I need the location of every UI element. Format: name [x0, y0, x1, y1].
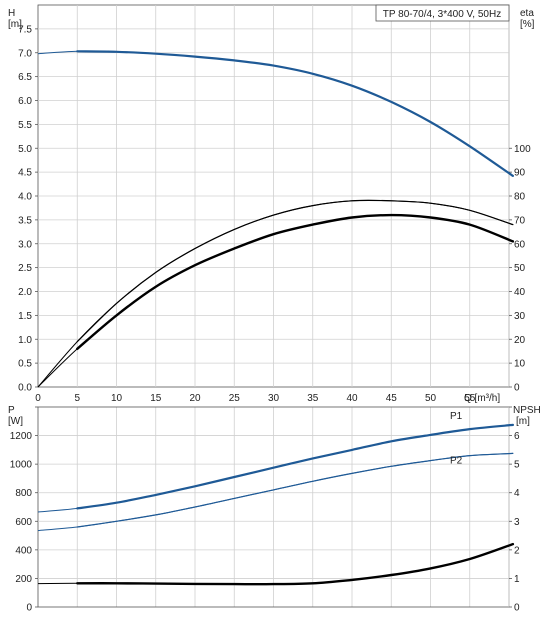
x-tick-label: 30: [268, 393, 280, 404]
top-y-tick-label: 4.5: [18, 168, 32, 179]
power-p2-curve-extended: [37, 452, 513, 532]
top-y2-tick-label: 100: [514, 144, 531, 155]
top-y-tick-label: 3.0: [18, 239, 32, 250]
bottom-y-axis-label-bracket: [W]: [8, 416, 23, 427]
x-tick-label: 0: [35, 393, 41, 404]
bottom-y-tick-label: 600: [15, 517, 32, 528]
x-tick-label: 5: [74, 393, 80, 404]
top-y-axis-label-bracket: [m]: [8, 19, 22, 30]
top-y2-tick-label: 20: [514, 335, 526, 346]
bottom-y2-axis-label-unit: NPSH: [513, 405, 541, 416]
top-y-tick-label: 6.5: [18, 72, 32, 83]
head-curve: [76, 50, 514, 177]
top-y2-tick-label: 40: [514, 287, 526, 298]
top-y-tick-label: 7.5: [18, 24, 32, 35]
bottom-y2-tick-label: 0: [514, 603, 520, 614]
top-y-tick-label: 6.0: [18, 96, 32, 107]
bottom-y2-tick-label: 6: [514, 431, 520, 442]
eta-pump-curve: [76, 213, 515, 350]
top-y2-axis-label-bracket: [%]: [520, 19, 535, 30]
top-y-tick-label: 2.0: [18, 287, 32, 298]
top-y-tick-label: 0.5: [18, 359, 32, 370]
bottom-y-tick-label: 200: [15, 574, 32, 585]
x-tick-label: 20: [189, 393, 201, 404]
top-y-tick-label: 5.5: [18, 120, 32, 131]
x-tick-label: 40: [346, 393, 358, 404]
power-p2-curve: [76, 452, 514, 528]
x-tick-label: 50: [425, 393, 437, 404]
bottom-y-tick-label: 1000: [10, 460, 33, 471]
x-axis-label: Q [m³/h]: [464, 393, 500, 404]
top-y2-tick-label: 70: [514, 215, 526, 226]
text-layer: H [m] eta [%] TP 80-70/4, 3*400 V, 50Hz …: [8, 4, 541, 614]
series-label-p2: P2: [450, 455, 463, 466]
top-y2-tick-label: 10: [514, 359, 526, 370]
x-tick-label: 25: [229, 393, 241, 404]
x-tick-label: 10: [111, 393, 123, 404]
top-y2-tick-label: 60: [514, 239, 526, 250]
top-y-axis-label-unit: H: [8, 8, 15, 19]
top-y-tick-label: 5.0: [18, 144, 32, 155]
x-tick-label: 15: [150, 393, 162, 404]
top-y-tick-label: 0.0: [18, 383, 32, 394]
power-p1-curve-extended: [37, 424, 513, 513]
top-y2-tick-label: 80: [514, 192, 526, 203]
top-y-tick-label: 7.0: [18, 48, 32, 59]
power-p1-curve: [76, 423, 514, 510]
eta-total-curve: [76, 199, 514, 343]
bottom-y2-tick-label: 2: [514, 545, 520, 556]
top-y2-axis-label-unit: eta: [520, 8, 534, 19]
bottom-y2-tick-label: 4: [514, 488, 520, 499]
bottom-y2-axis-label-bracket: [m]: [516, 416, 530, 427]
grid-layer: [35, 4, 512, 608]
head-curve-extended: [37, 50, 514, 177]
eta-total-curve-extended: [37, 199, 514, 388]
top-y2-tick-label: 0: [514, 383, 520, 394]
top-y-tick-label: 2.5: [18, 263, 32, 274]
bottom-y-tick-label: 0: [26, 603, 32, 614]
x-tick-label: 55: [464, 393, 476, 404]
top-y-tick-label: 1.5: [18, 311, 32, 322]
chart-title: TP 80-70/4, 3*400 V, 50Hz: [383, 9, 501, 20]
npsh-curve: [76, 542, 515, 586]
eta-pump-curve-extended: [37, 214, 514, 388]
x-tick-label: 35: [307, 393, 319, 404]
series-layer: [37, 50, 515, 586]
top-y-tick-label: 1.0: [18, 335, 32, 346]
series-label-p1: P1: [450, 411, 463, 422]
bottom-y2-tick-label: 1: [514, 574, 520, 585]
top-y-tick-label: 4.0: [18, 192, 32, 203]
title-box: [375, 4, 510, 22]
top-y-tick-label: 3.5: [18, 215, 32, 226]
bottom-y2-tick-label: 3: [514, 517, 520, 528]
bottom-y-tick-label: 800: [15, 488, 32, 499]
bottom-y-tick-label: 1200: [10, 431, 33, 442]
bottom-y-tick-label: 400: [15, 545, 32, 556]
x-tick-label: 45: [386, 393, 398, 404]
top-y2-tick-label: 30: [514, 311, 526, 322]
top-y2-tick-label: 50: [514, 263, 526, 274]
top-y2-tick-label: 90: [514, 168, 526, 179]
bottom-y2-tick-label: 5: [514, 460, 520, 471]
bottom-y-axis-label-unit: P: [8, 405, 15, 416]
